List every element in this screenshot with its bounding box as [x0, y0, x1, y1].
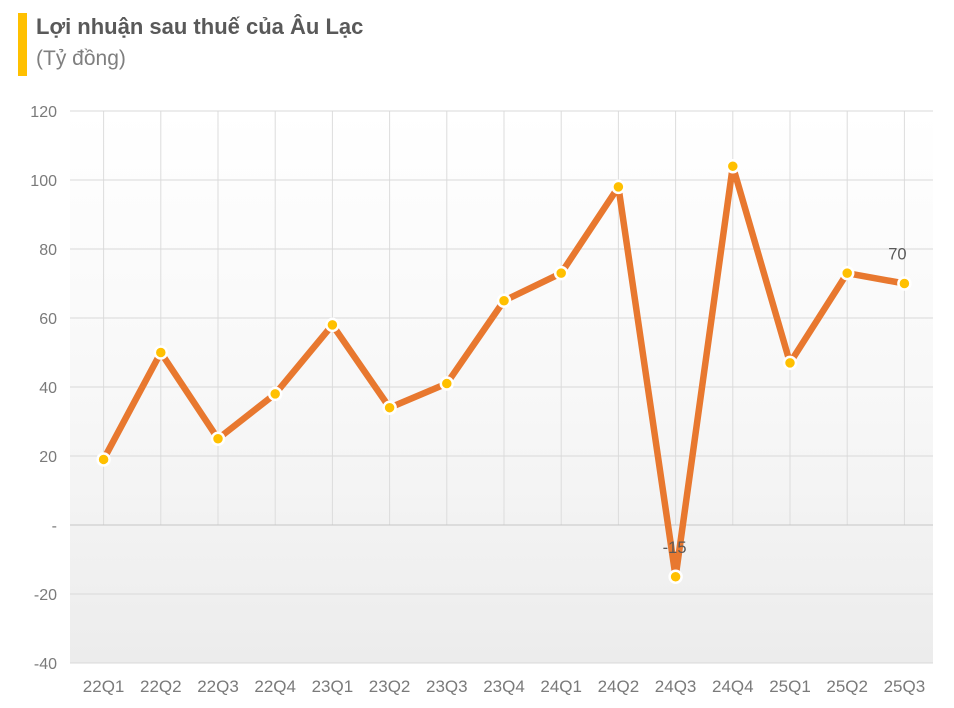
data-point-marker [611, 179, 626, 195]
title-accent-bar [18, 13, 27, 76]
data-point-marker [325, 317, 340, 333]
data-point-marker [839, 265, 855, 281]
y-axis-tick-label: -20 [34, 587, 57, 604]
x-axis-category-label: 24Q3 [655, 677, 697, 696]
chart-subtitle: (Tỷ đồng) [36, 47, 126, 70]
x-axis-category-label: 24Q4 [712, 677, 754, 696]
data-point-marker [782, 355, 798, 371]
data-point-marker [96, 452, 111, 467]
y-axis-tick-label: 120 [30, 104, 57, 121]
x-axis-category-label: 22Q1 [83, 677, 125, 696]
y-axis-tick-label: 60 [39, 311, 57, 328]
data-point-labels: -15 70 [663, 246, 907, 557]
data-point-marker [668, 569, 683, 584]
x-axis-category-label: 22Q2 [140, 677, 182, 696]
data-point-label: -15 [663, 539, 687, 557]
data-point-marker [725, 158, 741, 174]
x-axis-labels: 22Q1 22Q2 22Q3 22Q4 23Q1 23Q2 23Q3 23Q4 24Q1 24Q2… [83, 677, 925, 696]
data-point-marker [897, 276, 912, 291]
x-axis-category-label: 25Q1 [769, 677, 811, 696]
x-axis-category-label: 25Q3 [884, 677, 926, 696]
data-point-marker [153, 345, 169, 360]
x-axis-category-label: 23Q3 [426, 677, 468, 696]
data-point-marker [553, 265, 569, 281]
x-axis-category-label: 24Q2 [598, 677, 640, 696]
y-axis-labels: 120 100 80 60 40 20 - -20 -40 [30, 104, 57, 673]
x-axis-category-label: 23Q4 [483, 677, 525, 696]
y-axis-tick-label: 40 [39, 380, 57, 397]
data-point-marker [439, 376, 455, 391]
data-point-marker [210, 431, 226, 446]
data-point-markers [96, 158, 912, 584]
x-axis-category-label: 25Q2 [826, 677, 868, 696]
x-axis-category-label: 22Q3 [197, 677, 239, 696]
data-point-marker [267, 386, 283, 402]
x-axis-category-label: 22Q4 [254, 677, 296, 696]
data-point-label: 70 [888, 246, 906, 264]
y-axis-tick-label: 80 [39, 242, 57, 259]
x-axis-category-label: 23Q2 [369, 677, 411, 696]
chart-title: Lợi nhuận sau thuế của Âu Lạc [36, 14, 364, 39]
y-axis-tick-label: 100 [30, 173, 57, 190]
y-axis-tick-label: -40 [34, 656, 57, 673]
y-axis-tick-label: 20 [39, 449, 57, 466]
data-point-marker [496, 293, 512, 308]
x-axis-category-label: 24Q1 [540, 677, 582, 696]
y-axis-tick-label: - [52, 518, 57, 535]
data-point-marker [382, 400, 397, 415]
x-axis-category-label: 23Q1 [312, 677, 354, 696]
horizontal-gridlines [70, 110, 933, 664]
